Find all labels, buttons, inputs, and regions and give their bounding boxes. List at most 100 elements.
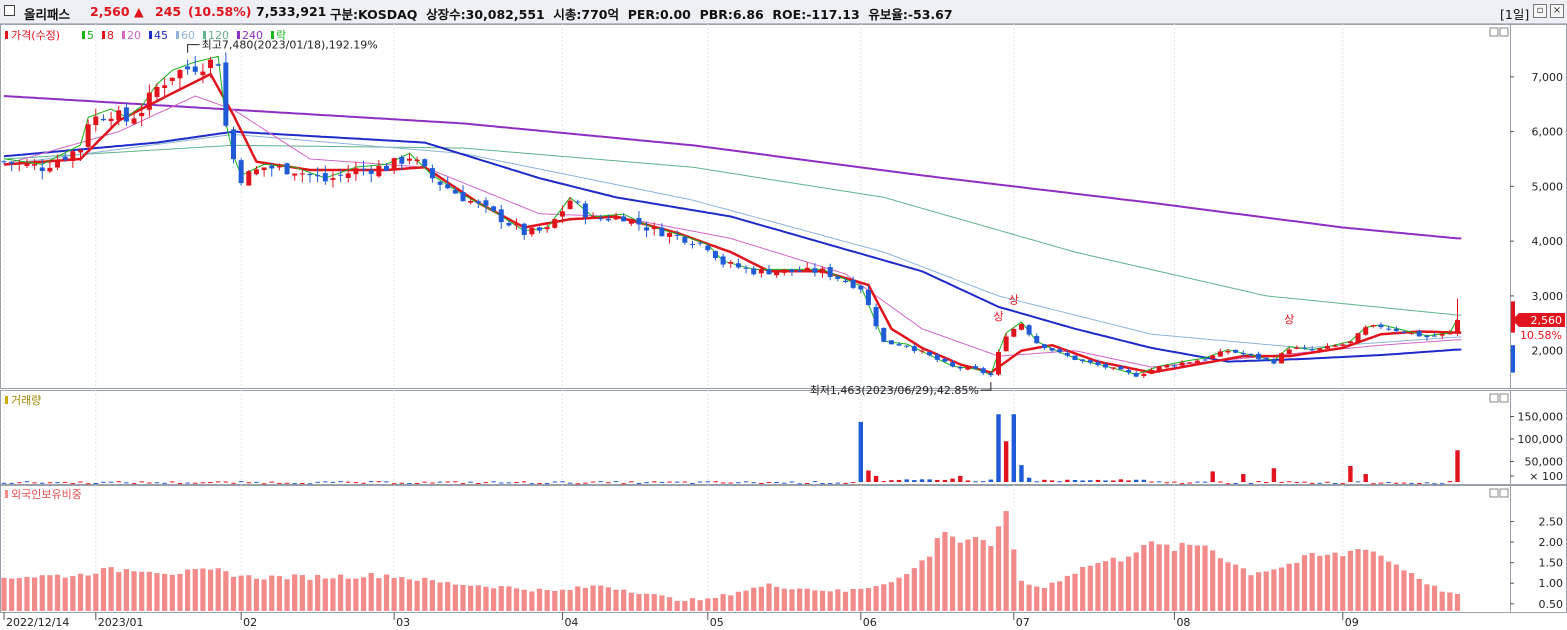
close-icon[interactable]: × xyxy=(1550,4,1564,18)
foreign-bar xyxy=(1332,552,1338,611)
current-price-tag-label: 2,560 xyxy=(1531,314,1563,327)
volume-bar xyxy=(1042,479,1047,482)
volume-legend: 거래량 xyxy=(5,394,41,407)
volume-bar xyxy=(9,482,14,484)
ma-line-240 xyxy=(3,95,1462,240)
candle-body xyxy=(475,201,481,204)
select-checkbox[interactable] xyxy=(4,5,15,16)
volume-bar xyxy=(835,482,841,484)
candle-body xyxy=(544,227,550,230)
legend-swatch-240 xyxy=(237,31,240,39)
foreign-bar xyxy=(207,569,214,611)
foreign-bar xyxy=(559,589,566,611)
volume-bar xyxy=(942,479,948,482)
foreign-bar xyxy=(827,591,833,611)
candle-body xyxy=(705,245,711,251)
price-tick-label: 7,000 xyxy=(1532,71,1564,84)
candle-body xyxy=(1049,348,1055,351)
candle-body xyxy=(85,124,91,147)
volume-bar xyxy=(720,482,726,484)
moving-averages xyxy=(3,55,1462,376)
legend-swatch-60 xyxy=(176,31,179,39)
candle-body xyxy=(1340,344,1346,346)
candle-body xyxy=(116,110,122,121)
candle-body xyxy=(1294,347,1300,349)
foreign-bar xyxy=(835,589,841,611)
legend-swatch-45 xyxy=(149,31,152,39)
x-tick-label: 07 xyxy=(1016,616,1030,629)
foreign-bar xyxy=(123,569,129,611)
volume-bar xyxy=(24,481,30,483)
foreign-bar xyxy=(797,588,803,611)
volume-bar xyxy=(514,482,519,484)
volume-bar xyxy=(812,481,818,483)
foreign-bar xyxy=(1233,564,1239,611)
foreign-bar xyxy=(758,586,764,611)
foreign-bar xyxy=(146,571,152,611)
candle-body xyxy=(1432,335,1438,337)
foreign-bar xyxy=(39,575,45,611)
candle-body xyxy=(192,66,198,72)
title-bar: 올리패스 2,560 ▲ 245 (10.58%) 7,533,921 구분:K… xyxy=(0,0,1567,24)
volume-bar xyxy=(1126,480,1131,482)
candle-body xyxy=(873,307,879,327)
candle-body xyxy=(368,170,374,174)
foreign-bar xyxy=(1034,586,1040,611)
volume-bar xyxy=(1309,482,1315,484)
current-price-tag xyxy=(1512,313,1565,327)
volume-bar xyxy=(935,479,940,482)
volume-bar xyxy=(1065,479,1070,482)
volume-bars xyxy=(1,414,1460,485)
foreign-bar xyxy=(536,588,543,611)
foreign-bar xyxy=(950,536,956,611)
candle-body xyxy=(942,358,948,362)
candle-body xyxy=(973,366,979,369)
candle-body xyxy=(1087,360,1093,363)
legend-ma-20: 20 xyxy=(127,29,141,42)
restore-icon[interactable]: ▫ xyxy=(1533,4,1547,18)
foreign-bar xyxy=(93,573,99,611)
low-pointer xyxy=(980,382,992,391)
candle-body xyxy=(598,218,604,220)
volume-bar xyxy=(797,483,802,485)
foreign-bar xyxy=(590,585,596,611)
candle-body xyxy=(1194,360,1200,363)
foreign-bar xyxy=(460,585,466,611)
candle-body xyxy=(338,174,344,176)
candle-body xyxy=(1324,346,1330,349)
volume-bar xyxy=(613,481,619,483)
foreign-bar xyxy=(1393,564,1399,611)
foreign-bar xyxy=(1386,561,1392,611)
candle-body xyxy=(231,129,236,160)
volume-bar xyxy=(1355,481,1361,483)
foreign-bar xyxy=(858,588,864,611)
candle-body xyxy=(1095,362,1101,365)
period-selector[interactable]: [1일] xyxy=(1500,7,1530,22)
candle-body xyxy=(651,226,657,230)
volume-bar xyxy=(1080,480,1085,482)
volume-bar xyxy=(93,483,98,485)
candle-body xyxy=(460,192,466,202)
foreign-bar xyxy=(1454,593,1461,611)
volume-bar xyxy=(70,483,76,485)
foreign-bar xyxy=(1164,544,1170,611)
candle-body xyxy=(1355,333,1361,343)
volume-bar xyxy=(1447,481,1453,483)
volume-bar xyxy=(1034,481,1039,483)
candle-body xyxy=(858,285,864,290)
volume-bar xyxy=(261,483,267,485)
candle-body xyxy=(934,354,940,360)
candle-body xyxy=(575,201,581,203)
volume-bar xyxy=(78,481,83,483)
volume-bar xyxy=(17,482,22,484)
foreign-bar xyxy=(689,598,696,611)
foreign-tick-label: 1.50 xyxy=(1539,557,1564,570)
candle-body xyxy=(1424,335,1430,338)
candle-body xyxy=(399,156,405,164)
foreign-bar xyxy=(70,576,76,611)
panel-frames xyxy=(0,24,1567,613)
foreign-legend: 외국인보유비중 xyxy=(5,488,82,501)
ma-line-120 xyxy=(3,144,1462,316)
candle-body xyxy=(835,276,841,279)
candle-body xyxy=(827,267,833,277)
